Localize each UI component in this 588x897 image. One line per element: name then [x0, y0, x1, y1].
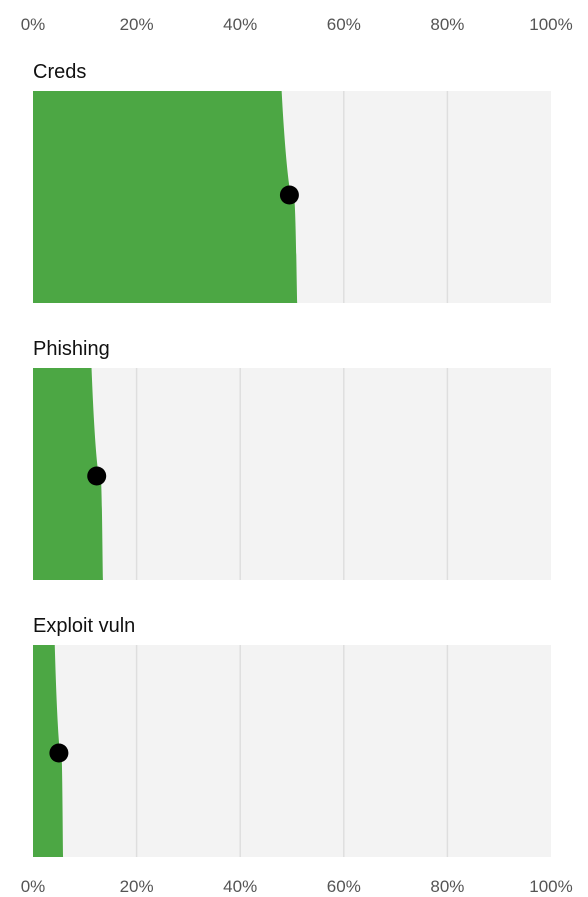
panel-background — [33, 368, 551, 580]
bottom-x-tick-label: 60% — [327, 877, 361, 896]
distribution-area — [33, 645, 64, 857]
bottom-x-tick-label: 0% — [21, 877, 46, 896]
top-x-axis: 0% 20% 40% 60% 80% 100% — [21, 15, 573, 34]
panel-3: Exploit vuln — [33, 615, 551, 857]
panel-2: Phishing — [33, 338, 551, 580]
top-x-tick-label: 80% — [430, 15, 464, 34]
point-estimate — [49, 743, 69, 763]
distribution-area — [33, 368, 103, 580]
bottom-x-tick-label: 80% — [430, 877, 464, 896]
panel-title: Creds — [33, 61, 86, 83]
bottom-x-tick-label: 20% — [120, 877, 154, 896]
top-x-tick-label: 40% — [223, 15, 257, 34]
top-x-tick-label: 20% — [120, 15, 154, 34]
top-x-tick-label: 60% — [327, 15, 361, 34]
bottom-x-tick-label: 100% — [529, 877, 572, 896]
panels: Creds Phishing Exploit vuln — [33, 61, 551, 857]
bottom-x-tick-label: 40% — [223, 877, 257, 896]
panel-title: Phishing — [33, 338, 110, 360]
panel-title: Exploit vuln — [33, 615, 135, 637]
top-x-tick-label: 0% — [21, 15, 46, 34]
top-x-tick-label: 100% — [529, 15, 572, 34]
bottom-x-axis: 0% 20% 40% 60% 80% 100% — [21, 877, 573, 896]
distribution-area — [33, 91, 298, 303]
panel-1: Creds — [33, 61, 551, 303]
point-estimate — [87, 466, 107, 486]
panel-background — [33, 645, 551, 857]
point-estimate — [279, 185, 299, 205]
